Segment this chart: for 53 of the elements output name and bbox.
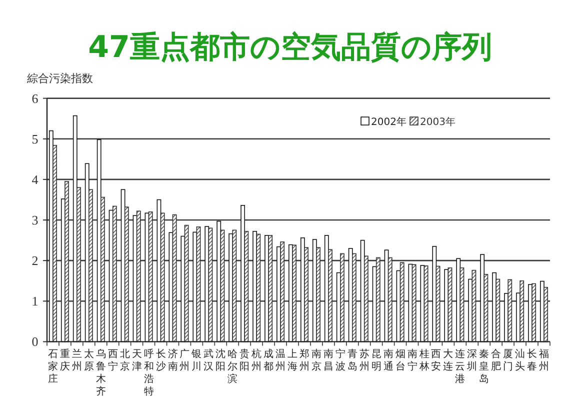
ylabel: 綜合污染指数 xyxy=(27,72,93,85)
xtick: 太原 xyxy=(84,349,94,372)
xtick: 连云港 xyxy=(455,349,466,385)
xtick: 杭州 xyxy=(252,349,262,372)
xtick: 广州 xyxy=(180,349,190,372)
xtick: 桂林 xyxy=(419,349,430,372)
xtick: 昆明 xyxy=(371,349,382,372)
xtick: 南昌 xyxy=(323,349,334,372)
xtick: 成都 xyxy=(264,349,274,372)
ytick: 5 xyxy=(32,131,38,146)
legend-label: 2002年 xyxy=(371,117,406,128)
xtick: 青岛 xyxy=(347,349,358,372)
xtick: 长春 xyxy=(527,349,538,372)
xtick: 贵阳 xyxy=(240,349,250,372)
xtick: 合肥 xyxy=(491,349,502,372)
xtick: 烟台 xyxy=(395,349,406,372)
xtick: 银川 xyxy=(192,349,202,372)
title: 47重点都市の空気品質の序列 xyxy=(88,30,492,65)
xtick: 厦门 xyxy=(503,349,514,372)
xtick: 郑州 xyxy=(300,349,310,372)
xtick: 福州 xyxy=(539,349,549,372)
xtick: 重庆 xyxy=(60,349,70,372)
xtick: 南通 xyxy=(383,349,394,372)
xtick: 哈尔滨 xyxy=(228,349,238,385)
xtick: 宁波 xyxy=(335,349,346,372)
xtick: 西宁 xyxy=(108,349,118,372)
xtick: 温州 xyxy=(276,349,286,372)
ytick: 6 xyxy=(32,90,38,106)
xtick: 兰州 xyxy=(72,349,82,372)
xtick: 天津 xyxy=(132,349,142,372)
ytick: 4 xyxy=(32,172,38,187)
ytick: 2 xyxy=(32,253,38,268)
ytick: 0 xyxy=(32,334,38,350)
xtick: 济南 xyxy=(168,349,178,372)
xtick: 上海 xyxy=(288,349,298,372)
xtick: 秦皇岛 xyxy=(479,349,490,385)
xtick: 长沙 xyxy=(156,349,166,372)
xtick: 西安 xyxy=(431,349,442,372)
ytick: 3 xyxy=(32,212,38,228)
xtick: 武汉 xyxy=(204,349,214,372)
xtick: 汕头 xyxy=(515,349,526,372)
xtick: 南宁 xyxy=(407,349,418,372)
xtick: 大连 xyxy=(443,349,454,372)
xtick: 沈阳 xyxy=(216,349,226,372)
xtick: 深圳 xyxy=(467,349,478,372)
xtick: 苏州 xyxy=(359,349,370,372)
xtick: 乌鲁木齐 xyxy=(96,349,106,398)
legend-label: 2003年 xyxy=(420,117,456,128)
xtick: 石家庄 xyxy=(48,349,58,385)
xtick: 北京 xyxy=(120,349,130,372)
xtick: 呼和浩特 xyxy=(144,349,154,398)
ytick: 1 xyxy=(32,294,38,309)
xtick: 南京 xyxy=(311,349,322,372)
